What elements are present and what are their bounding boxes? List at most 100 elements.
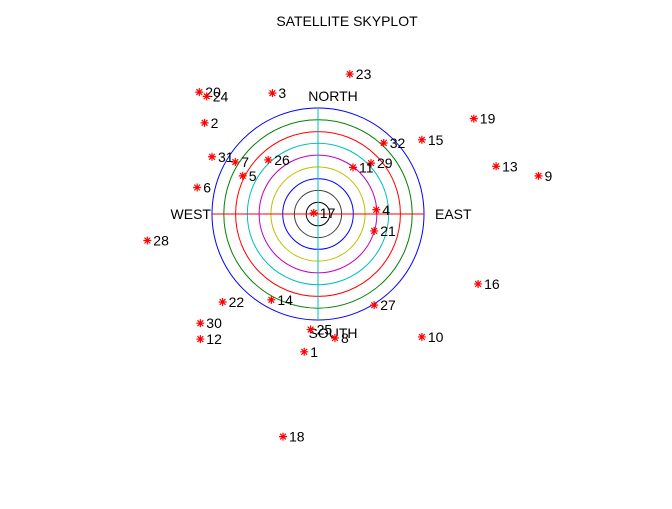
direction-label-north: NORTH: [308, 88, 358, 104]
satellite-point: 14: [267, 292, 293, 308]
satellite-point: 10: [417, 329, 444, 345]
satellite-point: 16: [474, 276, 500, 292]
satellite-marker: [306, 325, 315, 334]
satellite-marker: [372, 205, 381, 214]
satellite-label: 22: [229, 294, 245, 310]
satellite-point: 30: [196, 315, 222, 331]
satellite-point: 18: [279, 429, 305, 445]
satellite-marker: [330, 334, 339, 343]
direction-label-west: WEST: [171, 206, 212, 222]
satellite-marker: [300, 347, 309, 356]
satellite-label: 9: [545, 168, 553, 184]
satellite-marker: [200, 118, 209, 127]
chart-title: SATELLITE SKYPLOT: [276, 13, 418, 29]
satellite-label: 12: [206, 331, 222, 347]
satellite-marker: [348, 163, 357, 172]
satellite-label: 2: [211, 115, 219, 131]
satellite-point: 23: [345, 66, 372, 82]
satellite-point: 15: [417, 132, 444, 148]
satellite-point: 1: [300, 344, 318, 360]
satellite-label: 8: [341, 330, 349, 346]
satellite-label: 25: [317, 322, 333, 338]
satellite-marker: [208, 152, 216, 161]
direction-label-east: EAST: [435, 206, 472, 222]
satellite-marker: [345, 70, 354, 79]
satellite-point: 2: [200, 115, 219, 131]
satellite-label: 1: [310, 344, 318, 360]
satellite-marker: [202, 92, 211, 101]
satellite-marker: [367, 159, 375, 168]
satellite-point: 25: [306, 322, 333, 338]
satellite-point: 5: [238, 168, 257, 184]
satellite-marker: [492, 162, 501, 171]
satellite-marker: [268, 89, 277, 98]
satellite-label: 18: [289, 429, 305, 445]
satellite-label: 31: [218, 149, 234, 165]
satellite-label: 7: [241, 154, 249, 170]
satellite-marker: [417, 332, 426, 341]
satellite-label: 10: [428, 329, 444, 345]
satellite-marker: [309, 208, 318, 217]
satellite-marker: [196, 319, 205, 328]
satellite-label: 3: [278, 85, 286, 101]
satellite-label: 16: [484, 276, 500, 292]
satellite-point: 26: [264, 152, 290, 168]
satellite-label: 5: [249, 168, 257, 184]
satellite-marker: [279, 432, 288, 441]
satellite-point: 7: [231, 154, 249, 170]
satellite-point: 3: [268, 85, 286, 101]
satellite-label: 28: [153, 233, 169, 249]
satellite-label: 6: [203, 180, 211, 196]
direction-label-south: SOUTH: [309, 325, 358, 341]
satellite-label: 24: [213, 88, 229, 104]
satellite-point: 4: [372, 202, 390, 218]
satellite-label: 32: [390, 135, 406, 151]
satellite-marker: [193, 183, 202, 192]
satellite-marker: [238, 171, 247, 180]
satellite-point: 31: [208, 149, 234, 165]
satellite-marker: [195, 88, 204, 97]
satellite-point: 28: [143, 233, 169, 249]
satellite-point: 11: [348, 159, 374, 175]
satellite-marker: [534, 171, 543, 180]
satellite-point: 12: [196, 331, 222, 347]
satellite-point: 9: [534, 168, 553, 184]
satellite-point: 24: [202, 88, 229, 104]
satellite-point: 19: [469, 111, 496, 127]
satellite-point: 17: [309, 205, 336, 221]
satellite-label: 4: [382, 202, 390, 218]
satellite-marker: [370, 226, 379, 235]
satellite-marker: [417, 135, 426, 144]
satellite-point: 32: [379, 135, 406, 151]
satellite-point: 13: [492, 158, 518, 174]
satellite-label: 27: [380, 297, 396, 313]
satellite-marker: [370, 301, 379, 310]
satellite-marker: [474, 279, 483, 288]
satellite-label: 26: [274, 152, 290, 168]
satellite-point: 21: [370, 223, 396, 239]
satellite-marker: [143, 236, 152, 245]
satellite-point: 6: [193, 180, 211, 196]
axis-cross: [212, 108, 424, 320]
satellite-marker: [264, 155, 273, 164]
satellite-label: 19: [480, 111, 496, 127]
satellite-point: 27: [370, 297, 396, 313]
satellite-label: 15: [428, 132, 444, 148]
satellite-label: 13: [502, 158, 518, 174]
satellite-label: 17: [320, 205, 336, 221]
satellite-marker: [379, 138, 388, 147]
satellite-point: 22: [218, 294, 245, 310]
satellite-point: 29: [367, 155, 393, 171]
satellite-marker: [218, 297, 227, 306]
satellite-label: 14: [277, 292, 293, 308]
satellite-label: 21: [380, 223, 396, 239]
satellite-marker: [469, 114, 478, 123]
satellite-marker: [196, 335, 205, 344]
satellite-marker: [231, 158, 240, 167]
satellite-label: 30: [206, 315, 222, 331]
satellite-label: 29: [377, 155, 393, 171]
satellite-label: 11: [359, 159, 374, 175]
